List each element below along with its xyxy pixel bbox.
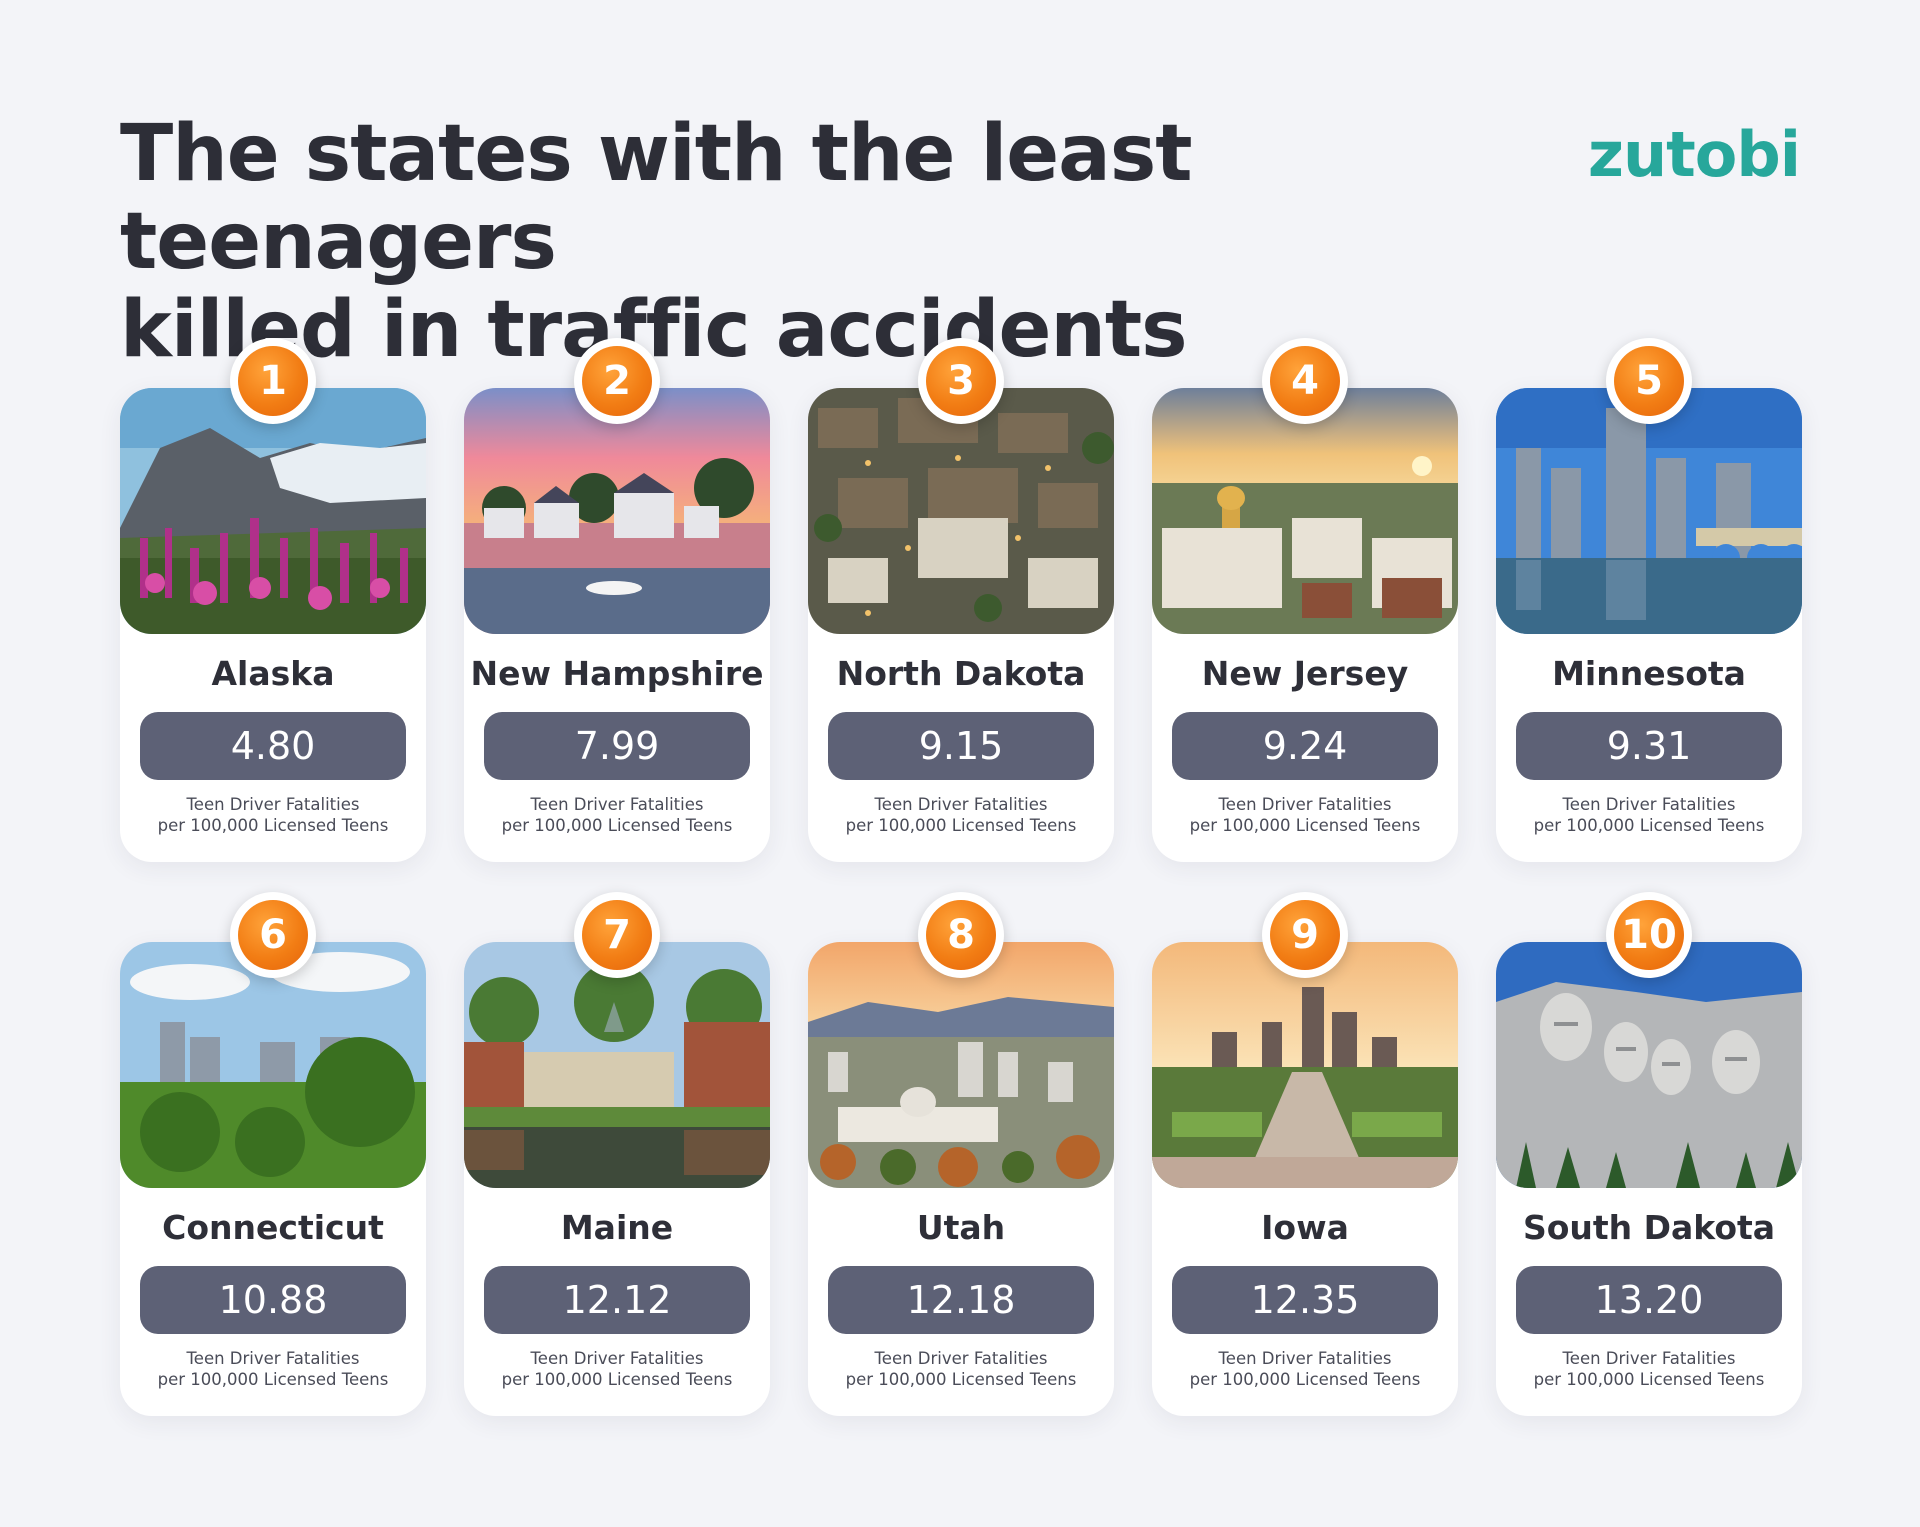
fatality-rate-value: 9.15 xyxy=(828,712,1094,780)
caption-line-1: Teen Driver Fatalities xyxy=(1562,795,1736,814)
title-line-1: The states with the least teenagers xyxy=(120,109,1193,287)
caption-line-1: Teen Driver Fatalities xyxy=(530,795,704,814)
fatality-rate-value: 9.31 xyxy=(1516,712,1782,780)
caption-line-2: per 100,000 Licensed Teens xyxy=(501,1370,733,1389)
title-line-2: killed in traffic accidents xyxy=(120,285,1188,375)
caption-line-2: per 100,000 Licensed Teens xyxy=(1189,816,1421,835)
rank-number: 9 xyxy=(1270,900,1340,970)
state-name: Maine xyxy=(560,1208,674,1247)
state-name: North Dakota xyxy=(836,654,1086,693)
state-card: 8 Utah 12.18 Teen Driver xyxy=(808,892,1114,1416)
rank-number: 5 xyxy=(1614,346,1684,416)
metric-caption: Teen Driver Fatalities per 100,000 Licen… xyxy=(464,1348,770,1390)
state-card: 1 Ala xyxy=(120,338,426,862)
caption-line-1: Teen Driver Fatalities xyxy=(1218,795,1392,814)
metric-caption: Teen Driver Fatalities per 100,000 Licen… xyxy=(808,1348,1114,1390)
brand-logo: zutobi xyxy=(1587,118,1801,191)
city-park-image xyxy=(120,942,426,1188)
rank-badge: 7 xyxy=(574,892,660,978)
rank-badge: 2 xyxy=(574,338,660,424)
state-card: 10 South Dakota 13. xyxy=(1496,892,1802,1416)
metric-caption: Teen Driver Fatalities per 100,000 Licen… xyxy=(120,1348,426,1390)
state-name: Alaska xyxy=(211,654,335,693)
state-name: South Dakota xyxy=(1522,1208,1776,1247)
fatality-rate-value: 12.18 xyxy=(828,1266,1094,1334)
state-card: 3 North Dakota 9.15 xyxy=(808,338,1114,862)
aerial-town-image xyxy=(808,388,1114,634)
caption-line-2: per 100,000 Licensed Teens xyxy=(845,816,1077,835)
page-title: The states with the least teenagers kill… xyxy=(120,110,1440,374)
metric-caption: Teen Driver Fatalities per 100,000 Licen… xyxy=(120,794,426,836)
state-name: Connecticut xyxy=(162,1208,384,1247)
state-card: 6 Connecticut 10.88 Teen Driver Fataliti… xyxy=(120,892,426,1416)
metric-caption: Teen Driver Fatalities per 100,000 Licen… xyxy=(1152,1348,1458,1390)
state-name: New Jersey xyxy=(1201,654,1409,693)
harbor-sunset-image xyxy=(464,388,770,634)
metric-caption: Teen Driver Fatalities per 100,000 Licen… xyxy=(464,794,770,836)
city-bridge-image xyxy=(1496,388,1802,634)
caption-line-2: per 100,000 Licensed Teens xyxy=(845,1370,1077,1389)
caption-line-1: Teen Driver Fatalities xyxy=(186,795,360,814)
rank-number: 6 xyxy=(238,900,308,970)
fatality-rate-value: 13.20 xyxy=(1516,1266,1782,1334)
rank-badge: 4 xyxy=(1262,338,1348,424)
mountain-flowers-image xyxy=(120,388,426,634)
rank-badge: 1 xyxy=(230,338,316,424)
riverside-town-image xyxy=(464,942,770,1188)
rank-badge: 5 xyxy=(1606,338,1692,424)
rank-number: 2 xyxy=(582,346,652,416)
caption-line-1: Teen Driver Fatalities xyxy=(1562,1349,1736,1368)
state-name: Utah xyxy=(916,1208,1006,1247)
rank-number: 10 xyxy=(1614,900,1684,970)
caption-line-2: per 100,000 Licensed Teens xyxy=(501,816,733,835)
fatality-rate-value: 10.88 xyxy=(140,1266,406,1334)
fatality-rate-value: 12.35 xyxy=(1172,1266,1438,1334)
caption-line-1: Teen Driver Fatalities xyxy=(1218,1349,1392,1368)
skyline-sunrise-image xyxy=(1152,942,1458,1188)
rank-badge: 3 xyxy=(918,338,1004,424)
rank-number: 8 xyxy=(926,900,996,970)
caption-line-2: per 100,000 Licensed Teens xyxy=(157,1370,389,1389)
state-card: 4 New Jersey 9.24 Teen Driver Fata xyxy=(1152,338,1458,862)
caption-line-2: per 100,000 Licensed Teens xyxy=(1189,1370,1421,1389)
state-card: 5 Minnesota 9.31 Teen Driver Fatalities … xyxy=(1496,338,1802,862)
caption-line-2: per 100,000 Licensed Teens xyxy=(1533,816,1765,835)
rank-number: 3 xyxy=(926,346,996,416)
rank-number: 1 xyxy=(238,346,308,416)
caption-line-1: Teen Driver Fatalities xyxy=(874,795,1048,814)
metric-caption: Teen Driver Fatalities per 100,000 Licen… xyxy=(1496,1348,1802,1390)
rank-badge: 9 xyxy=(1262,892,1348,978)
fatality-rate-value: 7.99 xyxy=(484,712,750,780)
caption-line-1: Teen Driver Fatalities xyxy=(186,1349,360,1368)
mount-rushmore-image xyxy=(1496,942,1802,1188)
rank-number: 4 xyxy=(1270,346,1340,416)
rank-badge: 6 xyxy=(230,892,316,978)
capitol-sunset-image xyxy=(1152,388,1458,634)
state-card: 2 New Hampshire 7.99 Teen Driver F xyxy=(464,338,770,862)
state-name: Minnesota xyxy=(1552,654,1746,693)
capitol-valley-image xyxy=(808,942,1114,1188)
rank-badge: 10 xyxy=(1606,892,1692,978)
metric-caption: Teen Driver Fatalities per 100,000 Licen… xyxy=(808,794,1114,836)
rank-badge: 8 xyxy=(918,892,1004,978)
caption-line-1: Teen Driver Fatalities xyxy=(530,1349,704,1368)
fatality-rate-value: 12.12 xyxy=(484,1266,750,1334)
metric-caption: Teen Driver Fatalities per 100,000 Licen… xyxy=(1152,794,1458,836)
rank-number: 7 xyxy=(582,900,652,970)
state-name: New Hampshire xyxy=(470,654,764,693)
caption-line-2: per 100,000 Licensed Teens xyxy=(157,816,389,835)
caption-line-1: Teen Driver Fatalities xyxy=(874,1349,1048,1368)
state-ranking-grid: 1 Ala xyxy=(120,338,1802,1416)
fatality-rate-value: 9.24 xyxy=(1172,712,1438,780)
fatality-rate-value: 4.80 xyxy=(140,712,406,780)
state-card: 7 Maine 12.12 Teen Driver Fatalities per… xyxy=(464,892,770,1416)
caption-line-2: per 100,000 Licensed Teens xyxy=(1533,1370,1765,1389)
state-card: 9 Iowa 12.35 Teen Driver Fatalit xyxy=(1152,892,1458,1416)
metric-caption: Teen Driver Fatalities per 100,000 Licen… xyxy=(1496,794,1802,836)
state-name: Iowa xyxy=(1261,1208,1349,1247)
